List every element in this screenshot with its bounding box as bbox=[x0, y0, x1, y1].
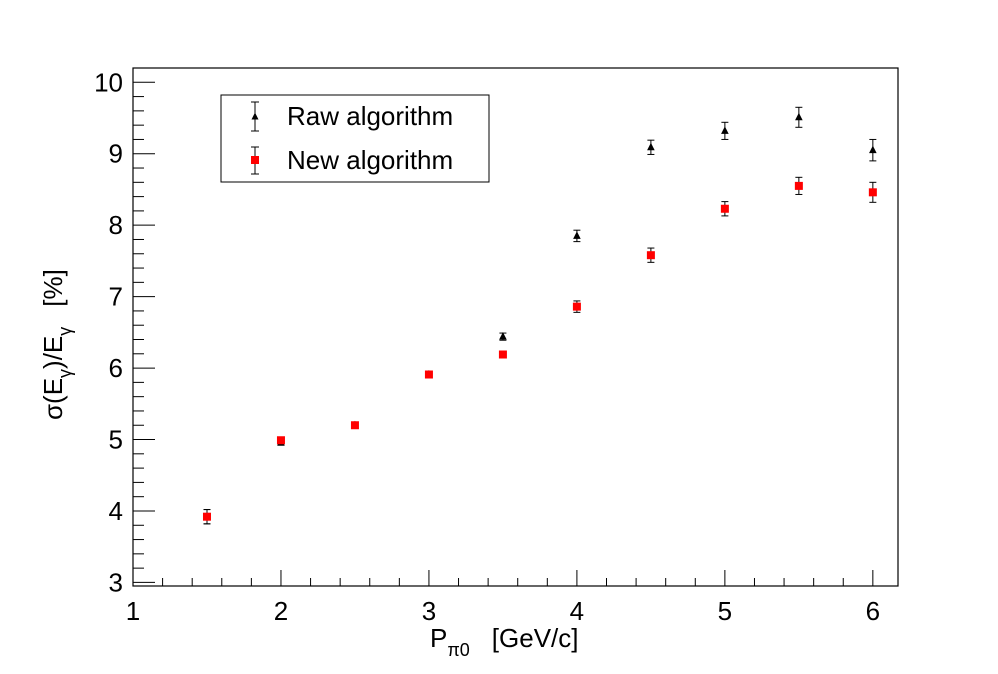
x-axis-title-unit: [GeV/c] bbox=[492, 623, 579, 653]
x-tick-label: 4 bbox=[570, 596, 584, 626]
legend-box bbox=[220, 94, 490, 183]
y-axis-title-part2: )/E bbox=[38, 336, 68, 369]
x-tick-label: 6 bbox=[866, 596, 880, 626]
plot-frame bbox=[132, 67, 899, 587]
legend-raw-marker bbox=[251, 112, 259, 120]
legend-entry-raw: Raw algorithm bbox=[251, 101, 453, 132]
x-tick-label: 3 bbox=[422, 596, 436, 626]
x-tick-label: 5 bbox=[718, 596, 732, 626]
data-point-square bbox=[498, 350, 507, 359]
series-new bbox=[202, 176, 877, 525]
data-point-triangle bbox=[647, 142, 655, 151]
data-point-triangle bbox=[721, 126, 729, 134]
y-axis-title-sub2: γ bbox=[55, 327, 75, 336]
data-point-square bbox=[720, 204, 729, 213]
y-tick-label: 4 bbox=[109, 496, 123, 526]
data-point-triangle bbox=[499, 332, 507, 340]
series-layer bbox=[202, 106, 877, 525]
x-tick-label: 1 bbox=[126, 596, 140, 626]
data-point-square bbox=[350, 421, 359, 430]
data-point-square bbox=[794, 181, 803, 190]
data-point-square bbox=[276, 436, 285, 445]
legend-entry-new: New algorithm bbox=[251, 145, 453, 175]
x-axis-tick-labels: 1 2 3 4 5 6 bbox=[126, 596, 880, 626]
data-point-triangle bbox=[573, 231, 581, 239]
legend-new-label: New algorithm bbox=[287, 145, 453, 175]
y-axis-title: σ(Eγ)/Eγ[%] bbox=[38, 269, 75, 420]
x-axis-title: Pπ0 [GeV/c] bbox=[430, 623, 578, 660]
y-tick-label: 8 bbox=[109, 210, 123, 240]
y-tick-label: 5 bbox=[109, 425, 123, 455]
y-tick-label: 9 bbox=[109, 139, 123, 169]
y-tick-label: 7 bbox=[109, 282, 123, 312]
x-axis-title-main: P bbox=[430, 623, 447, 653]
y-axis-title-part1: σ(E bbox=[38, 378, 68, 420]
y-axis-title-unit: [%] bbox=[38, 269, 68, 307]
data-point-square bbox=[868, 188, 877, 197]
legend-new-marker bbox=[251, 156, 259, 164]
x-axis-ticks bbox=[132, 570, 874, 586]
data-point-square bbox=[572, 302, 581, 311]
y-axis-ticks bbox=[133, 67, 155, 583]
legend-raw-label: Raw algorithm bbox=[287, 101, 453, 131]
data-point-triangle bbox=[795, 112, 803, 121]
x-tick-label: 2 bbox=[274, 596, 288, 626]
y-tick-label: 10 bbox=[94, 67, 123, 97]
data-point-square bbox=[202, 512, 211, 521]
x-axis-title-subscript: π0 bbox=[447, 640, 469, 660]
data-point-triangle bbox=[869, 145, 877, 154]
data-point-square bbox=[646, 251, 655, 260]
data-point-square bbox=[424, 370, 433, 379]
y-tick-label: 6 bbox=[109, 353, 123, 383]
y-axis-title-sub1: γ bbox=[55, 369, 75, 378]
y-tick-label: 3 bbox=[109, 567, 123, 597]
y-axis-tick-labels: 3 4 5 6 7 8 9 10 bbox=[94, 67, 123, 597]
legend: Raw algorithm New algorithm bbox=[220, 94, 490, 183]
